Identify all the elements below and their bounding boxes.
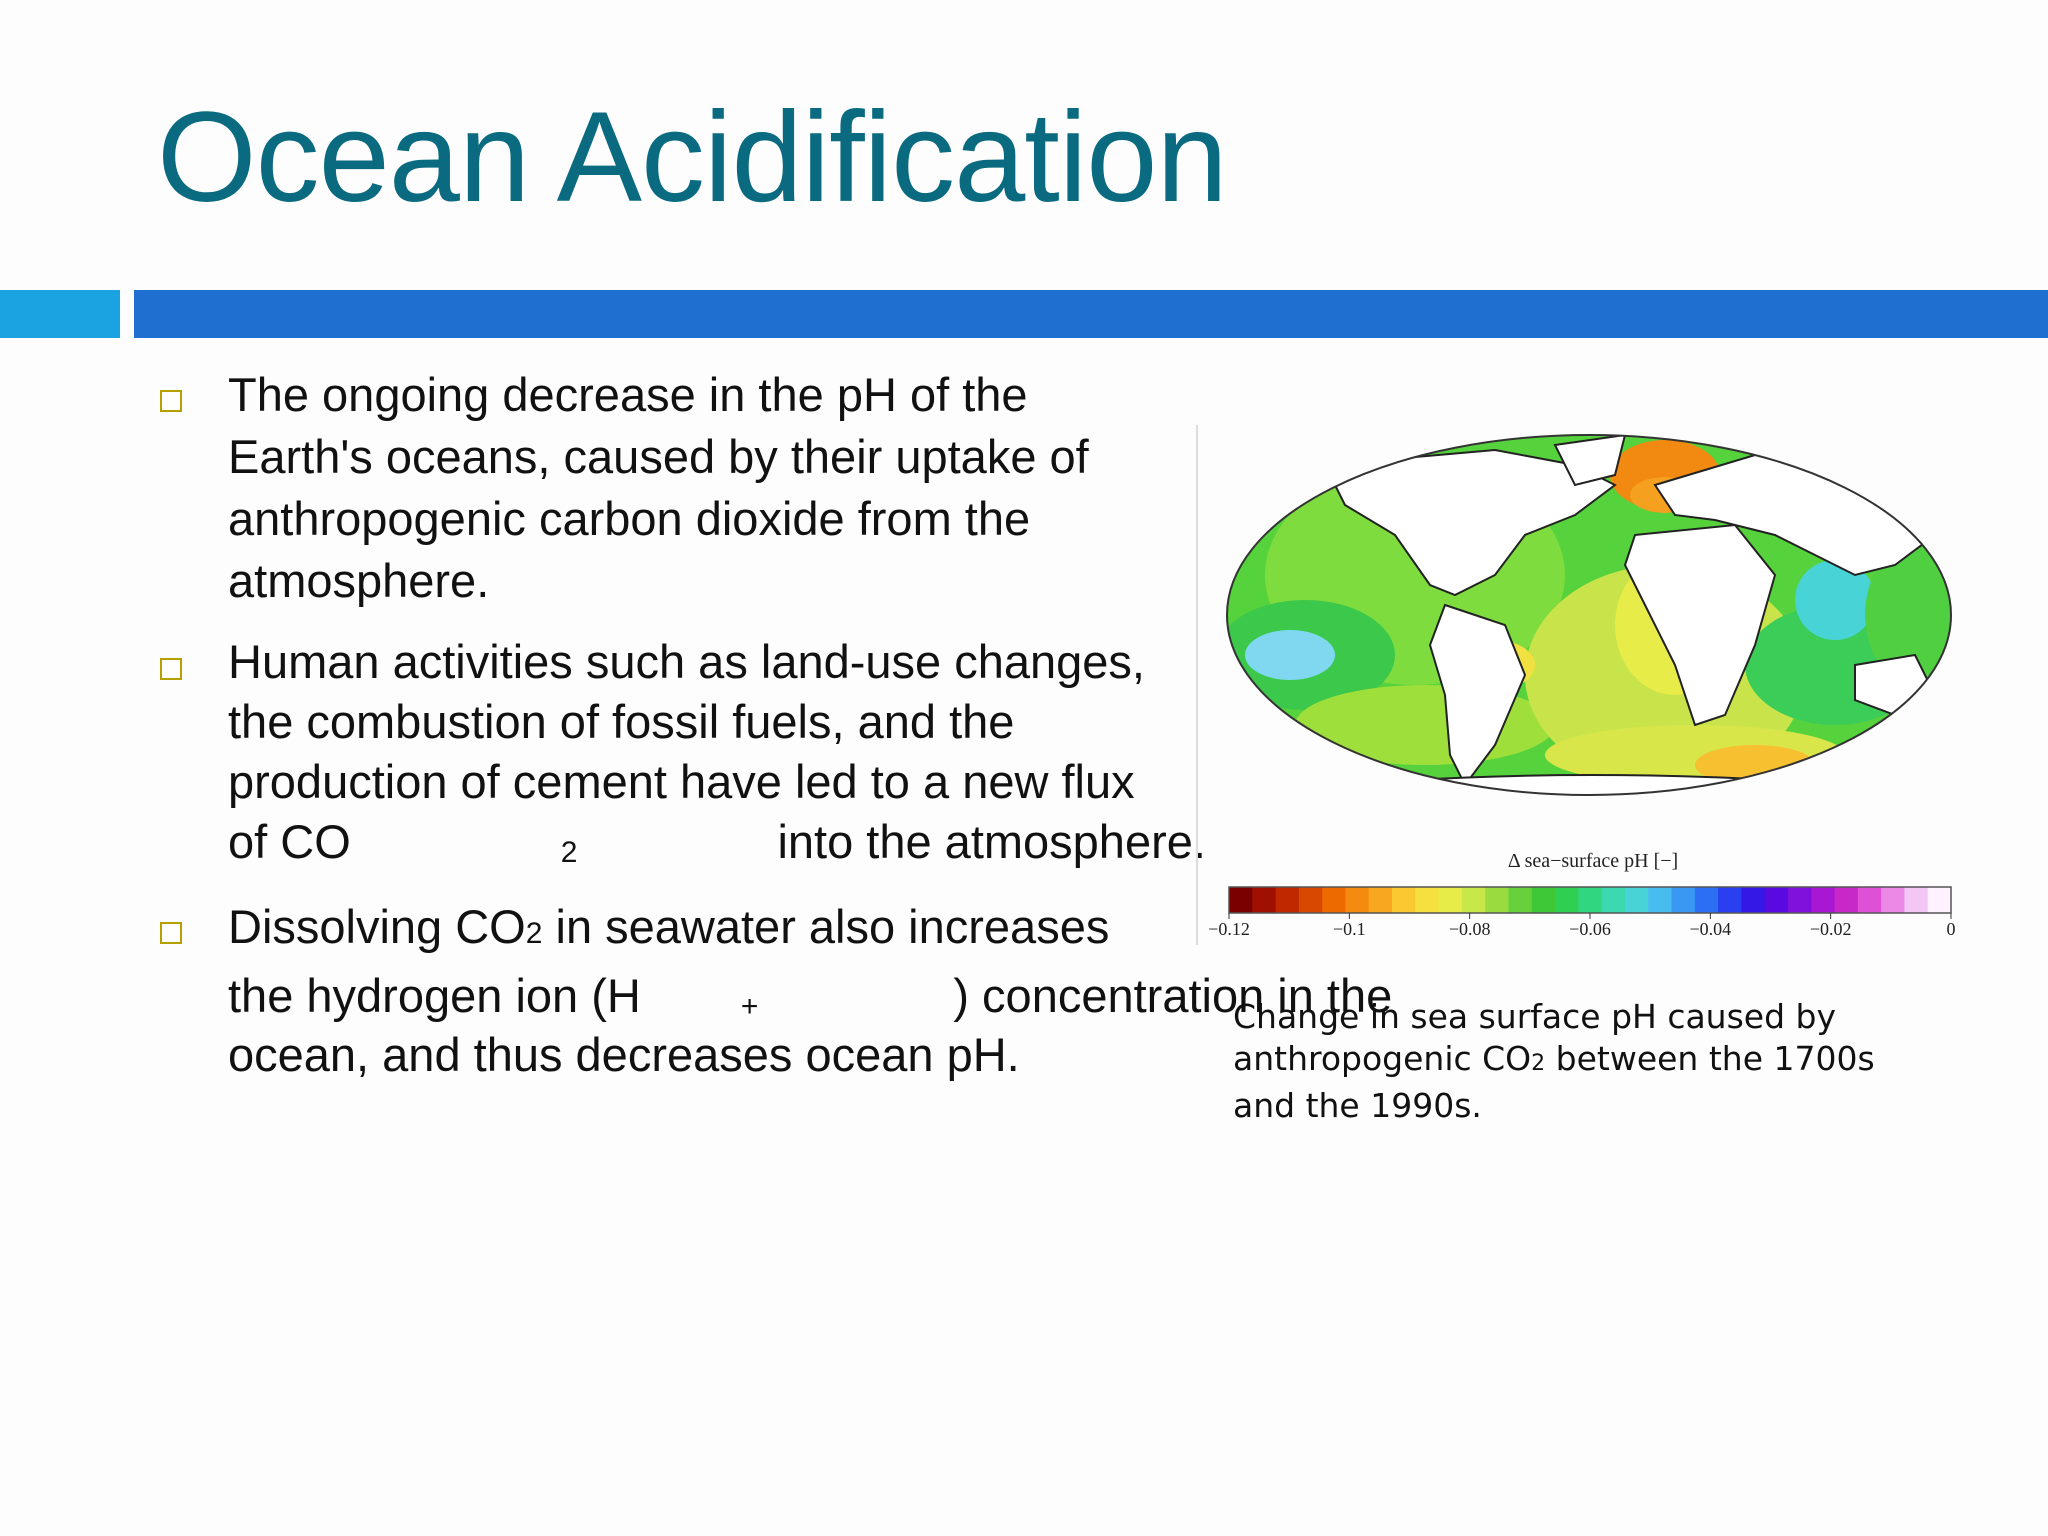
colorbar-segment bbox=[1438, 887, 1463, 913]
colorbar-segment bbox=[1927, 887, 1952, 913]
caption-line-3: and the 1990s. bbox=[1233, 1086, 1482, 1125]
bullet-3-line-2-pre: the hydrogen ion (H bbox=[228, 969, 641, 1022]
colorbar-segment bbox=[1415, 887, 1440, 913]
bullet-3-line-1-pre: Dissolving CO bbox=[228, 900, 526, 953]
bullet-marker bbox=[160, 390, 182, 412]
world-map bbox=[1227, 435, 1951, 795]
caption-co2-subscript: 2 bbox=[1531, 1051, 1546, 1076]
colorbar-segment bbox=[1508, 887, 1533, 913]
colorbar-segment bbox=[1461, 887, 1486, 913]
bullet-1-line-3: anthropogenic carbon dioxide from the bbox=[228, 492, 1031, 545]
colorbar-tick-label: −0.04 bbox=[1690, 919, 1732, 939]
ph-change-figure: Δ sea−surface pH [−] −0.12 −0.1 −0.08 −0.06… bbox=[1195, 425, 1975, 960]
caption-line-2-pre: anthropogenic CO bbox=[1233, 1039, 1532, 1078]
colorbar-segment bbox=[1392, 887, 1416, 913]
colorbar-segment bbox=[1322, 887, 1346, 913]
colorbar-segment bbox=[1368, 887, 1393, 913]
bullet-1-line-1: The ongoing decrease in the pH of the bbox=[228, 368, 1028, 421]
colorbar-segment bbox=[1252, 887, 1277, 913]
colorbar-segment bbox=[1857, 887, 1882, 913]
colorbar-tick-label: −0.06 bbox=[1569, 919, 1611, 939]
caption-line-2-post: between the 1700s bbox=[1545, 1039, 1875, 1078]
bullet-1-line-2: Earth's oceans, caused by their uptake o… bbox=[228, 430, 1089, 483]
colorbar-segment bbox=[1718, 887, 1742, 913]
bullet-2-line-4: of CO 2 into the atmosphere. bbox=[228, 812, 1206, 883]
colorbar-segment bbox=[1578, 887, 1603, 913]
antarctica-shape bbox=[1234, 774, 1951, 795]
bullet-2-line-1: Human activities such as land-use change… bbox=[228, 635, 1145, 688]
colorbar-segment bbox=[1531, 887, 1556, 913]
colorbar-segment bbox=[1764, 887, 1789, 913]
colorbar-segment bbox=[1485, 887, 1509, 913]
colorbar-segment bbox=[1881, 887, 1905, 913]
colorbar-segment bbox=[1811, 887, 1836, 913]
bullet-3-line-1: Dissolving CO2 in seawater also increase… bbox=[228, 896, 1392, 965]
colorbar-tick-label: 0 bbox=[1947, 919, 1956, 939]
caption-line-1: Change in sea surface pH caused by bbox=[1233, 997, 1837, 1036]
bullet-3-line-1-post: in seawater also increases bbox=[542, 900, 1110, 953]
co2-subscript: 2 bbox=[560, 836, 578, 869]
accent-bar-left bbox=[0, 290, 120, 338]
colorbar-segment bbox=[1787, 887, 1812, 913]
colorbar-tick-label: −0.08 bbox=[1449, 919, 1491, 939]
bullet-2-line-2: the combustion of fossil fuels, and the bbox=[228, 695, 1015, 748]
bullet-2-line-3: production of cement have led to a new f… bbox=[228, 755, 1135, 808]
colorbar-tick-label: −0.02 bbox=[1810, 919, 1852, 939]
colorbar-segment bbox=[1624, 887, 1649, 913]
colorbar-segment bbox=[1555, 887, 1579, 913]
bullet-3-line-3: ocean, and thus decreases ocean pH. bbox=[228, 1028, 1020, 1081]
colorbar-segment bbox=[1904, 887, 1929, 913]
colorbar-ticks: −0.12 −0.1 −0.08 −0.06 −0.04 −0.02 0 bbox=[1208, 913, 1956, 939]
colorbar-segment bbox=[1229, 887, 1253, 913]
colorbar-segment bbox=[1671, 887, 1696, 913]
colorbar-segment bbox=[1648, 887, 1673, 913]
colorbar-segment bbox=[1601, 887, 1626, 913]
colorbar-tick-label: −0.1 bbox=[1333, 919, 1366, 939]
figure-caption: Change in sea surface pH caused by anthr… bbox=[1233, 996, 1875, 1127]
ph-change-map-svg: Δ sea−surface pH [−] −0.12 −0.1 −0.08 −0.06… bbox=[1208, 434, 1956, 939]
accent-bar-main bbox=[134, 290, 2048, 338]
bullet-3-line-2-post: ) concentration in the bbox=[953, 969, 1393, 1022]
colorbar-segment bbox=[1741, 887, 1766, 913]
co2-subscript: 2 bbox=[525, 917, 543, 950]
figure-border bbox=[1196, 425, 1198, 945]
colorbar-tick-label: −0.12 bbox=[1208, 919, 1250, 939]
bullet-1-text: The ongoing decrease in the pH of the Ea… bbox=[228, 364, 1089, 612]
slide-title: Ocean Acidification bbox=[157, 86, 1228, 229]
colorbar-title: Δ sea−surface pH [−] bbox=[1508, 850, 1678, 872]
bullet-marker bbox=[160, 922, 182, 944]
colorbar-segment bbox=[1834, 887, 1859, 913]
bullet-2-text: Human activities such as land-use change… bbox=[228, 632, 1206, 883]
hydrogen-superscript: + bbox=[740, 990, 759, 1023]
north-america-shape bbox=[1323, 448, 1617, 597]
bullet-3-line-2: the hydrogen ion (H + ) concentration in t… bbox=[228, 965, 1392, 1038]
bullet-1-line-4: atmosphere. bbox=[228, 554, 490, 607]
africa-shape bbox=[1623, 523, 1777, 727]
colorbar-segment bbox=[1275, 887, 1300, 913]
colorbar bbox=[1229, 887, 1952, 913]
colorbar-segment bbox=[1345, 887, 1370, 913]
greenland-shape bbox=[1553, 435, 1627, 487]
bullet-2-line-4-pre: of CO bbox=[228, 815, 351, 868]
colorbar-segment bbox=[1694, 887, 1719, 913]
bullet-2-line-4-post: into the atmosphere. bbox=[777, 815, 1206, 868]
caption-line-2: anthropogenic CO2 between the 1700s bbox=[1233, 1038, 1875, 1085]
bullet-marker bbox=[160, 658, 182, 680]
globe-outline bbox=[1226, 434, 1952, 796]
bullet-3-text: Dissolving CO2 in seawater also increase… bbox=[228, 896, 1392, 1086]
colorbar-segment bbox=[1298, 887, 1323, 913]
